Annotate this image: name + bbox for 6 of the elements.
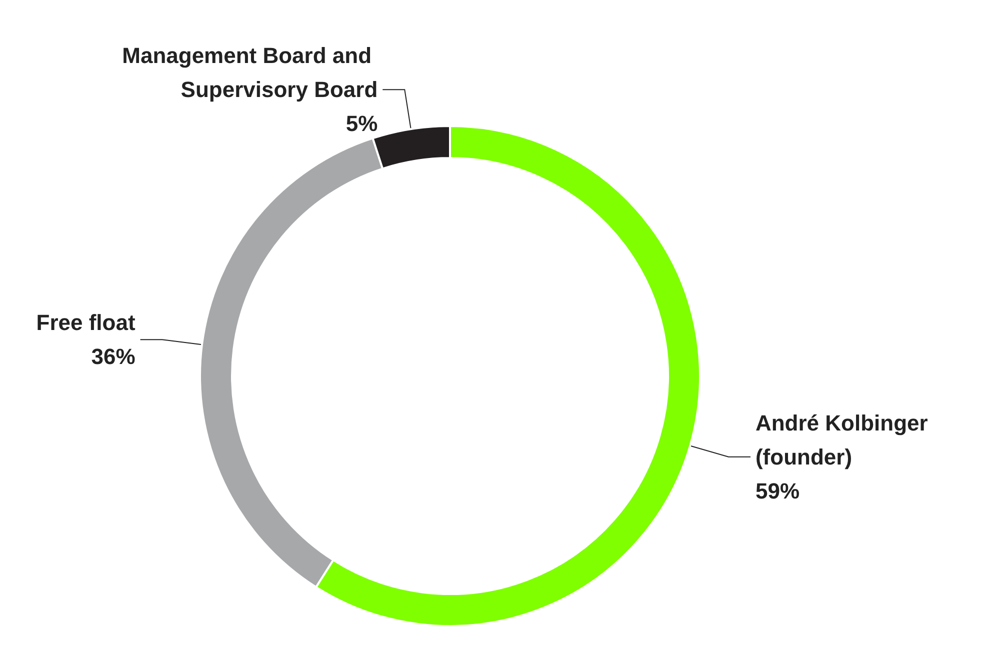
- slice-label: André Kolbinger (founder): [755, 410, 934, 470]
- data-label: 5%: [346, 111, 378, 136]
- data-label: 59%: [755, 478, 800, 504]
- data-label: 36%: [91, 344, 136, 370]
- slice-label: Free float: [36, 310, 136, 336]
- slice-label: Management Board and Supervisory Board: [122, 43, 378, 102]
